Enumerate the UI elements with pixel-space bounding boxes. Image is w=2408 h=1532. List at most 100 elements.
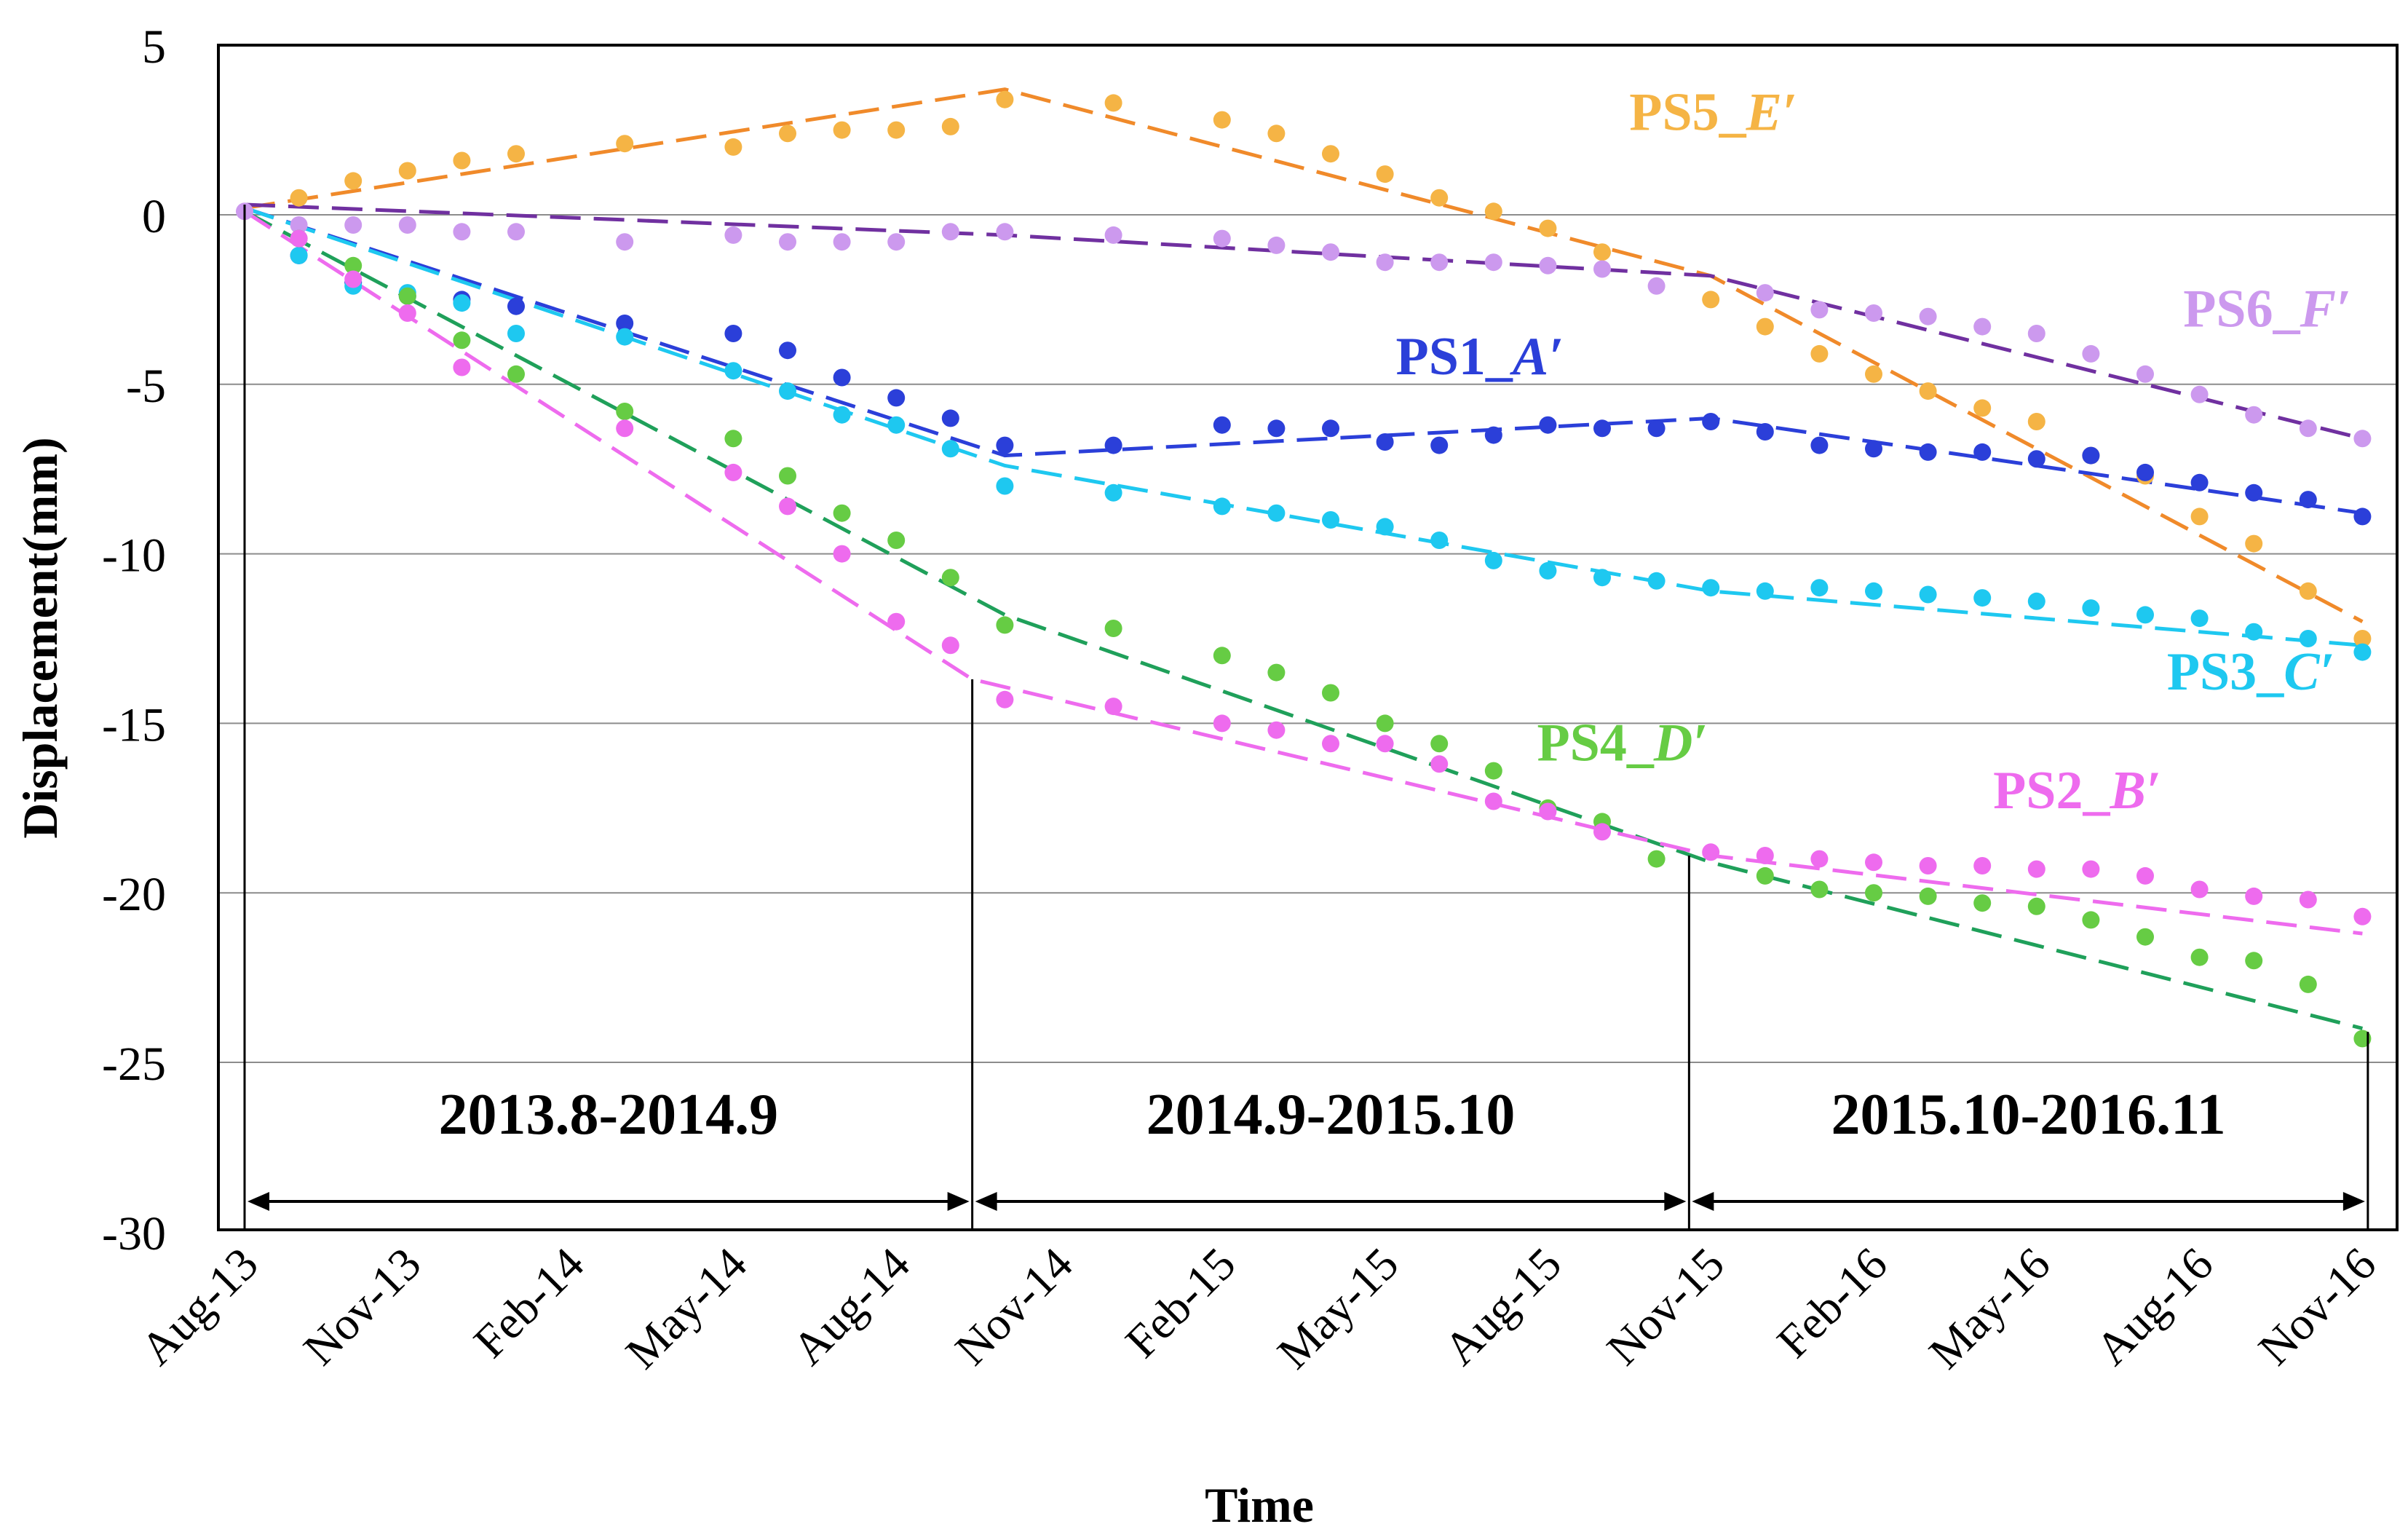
data-point-ps2 [996,690,1014,708]
data-point-ps6 [1973,317,1992,336]
data-point-ps6 [2353,430,2372,448]
data-point-ps6 [1865,304,1882,322]
period-arrowhead-left [247,1192,269,1211]
data-point-ps4 [344,256,363,275]
series-labels: PS5_E′ PS6_F′ PS1_A′ PS3_C′ PS4_D′ PS2_B′ [1396,83,2351,821]
series-label-ps1: PS1_A′ [1396,327,1564,387]
data-point-ps6 [1322,243,1339,261]
x-tick-label: Nov-15 [1597,1238,1734,1375]
data-point-ps1 [941,409,959,427]
data-point-ps4 [941,569,959,587]
data-point-ps5 [833,121,851,139]
data-point-ps4 [1322,684,1339,702]
data-point-ps6 [290,216,308,234]
x-tick-label: Nov-14 [945,1238,1082,1375]
data-points [236,90,2372,1048]
data-point-ps2 [1104,698,1122,716]
data-point-ps6 [1430,253,1449,272]
series-label-ps4: PS4_D′ [1537,714,1708,773]
series-label-name: PS5 [1629,83,1719,143]
data-point-ps3 [1322,511,1339,529]
data-point-ps6 [2299,419,2317,438]
data-point-ps1 [2299,491,2317,509]
period-arrowhead-right [1664,1192,1687,1211]
data-point-ps3 [887,416,906,434]
data-point-ps4 [1213,647,1231,665]
data-point-ps2 [2136,866,2154,885]
data-point-ps6 [1484,253,1502,272]
data-point-ps2 [344,270,363,288]
gridlines [218,214,2397,1063]
data-point-ps3 [2299,630,2317,647]
x-tick-label: Aug-14 [783,1238,919,1375]
data-point-ps2 [616,419,634,438]
series-label-suffix: F′ [2300,280,2351,339]
series-label-ps5: PS5_E′ [1629,83,1797,143]
data-point-ps6 [1213,229,1231,248]
data-point-ps1 [1919,443,1937,461]
data-point-ps6 [941,223,959,241]
period-arrowhead-left [1692,1192,1714,1211]
data-point-ps6 [344,216,363,234]
data-point-ps1 [1593,419,1611,438]
series-label-separator: _ [2082,761,2110,821]
data-point-ps6 [724,226,742,244]
data-point-ps3 [779,382,796,400]
data-point-ps1 [2245,483,2263,502]
data-point-ps5 [941,117,959,135]
data-point-ps5 [2027,413,2045,430]
data-point-ps6 [2245,406,2263,424]
trend-line-ps6 [244,202,2364,441]
series-label-separator: _ [2273,280,2301,339]
data-point-ps1 [779,341,796,360]
x-tick-label: May-14 [616,1238,756,1378]
data-point-ps1 [1539,416,1557,434]
series-label-separator: _ [2256,642,2284,702]
data-point-ps3 [1810,579,1829,597]
data-point-ps6 [2190,385,2209,403]
data-point-ps4 [1919,887,1937,905]
y-tick-label: -25 [102,1038,166,1091]
x-tick-label: Aug-15 [1434,1238,1571,1375]
data-point-ps5 [2353,630,2372,647]
data-point-ps5 [1810,344,1829,363]
data-point-ps4 [616,403,634,420]
data-point-ps3 [2136,606,2154,624]
data-point-ps4 [1430,735,1449,753]
data-point-ps1 [1213,416,1231,434]
data-point-ps3 [1213,497,1231,516]
data-point-ps6 [1104,226,1122,244]
data-point-ps6 [1647,277,1666,295]
series-label-ps3: PS3_C′ [2167,642,2335,702]
data-point-ps4 [1484,762,1502,780]
data-point-ps4 [2299,975,2317,993]
plot-frame [217,44,2399,1231]
data-point-ps2 [1973,857,1992,874]
y-tick-label: -5 [126,360,166,413]
data-point-ps2 [1213,714,1231,733]
data-point-ps1 [1104,436,1122,454]
data-point-ps1 [616,315,634,332]
data-point-ps1 [1756,423,1774,441]
data-point-ps5 [1484,202,1502,221]
data-point-ps1 [1376,433,1394,451]
series-label-ps6: PS6_F′ [2183,280,2351,339]
data-point-ps5 [616,135,634,153]
data-point-ps6 [1376,253,1394,272]
data-point-ps3 [1919,585,1937,604]
series-label-suffix: D′ [1653,714,1708,773]
data-point-ps1 [1865,440,1882,458]
data-point-ps1 [1810,436,1829,454]
data-point-ps3 [1593,569,1611,587]
x-tick-label: May-15 [1267,1238,1408,1378]
data-point-ps3 [2353,643,2372,661]
data-point-ps3 [1430,532,1449,549]
data-point-ps5 [290,189,308,207]
x-tick-label: Feb-15 [1115,1238,1245,1367]
data-point-ps3 [941,440,959,458]
series-label-ps2: PS2_B′ [1993,761,2161,821]
period-label: 2014.9-2015.10 [1146,1083,1516,1147]
series-label-suffix: A′ [1510,327,1564,387]
data-point-ps5 [1865,365,1882,383]
data-point-ps1 [1430,436,1449,454]
